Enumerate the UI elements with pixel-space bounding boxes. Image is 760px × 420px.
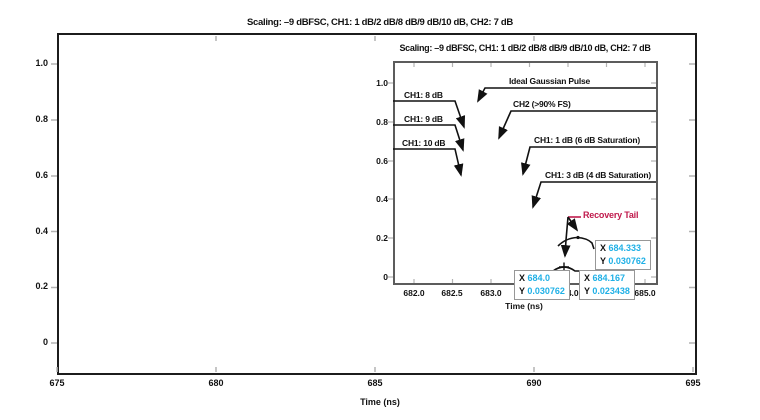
main-ytick-0.6: 0.6 xyxy=(35,170,48,180)
datatip-684-0[interactable]: X 684.0 Y 0.030762 xyxy=(514,270,570,300)
main-xtick-685: 685 xyxy=(367,378,383,388)
datatip-y-value: 0.030762 xyxy=(608,256,646,266)
datatip-x-label: X xyxy=(600,243,607,253)
datatip-y-label: Y xyxy=(519,286,525,296)
annotation-ch1-8db: CH1: 8 dB xyxy=(404,90,443,100)
inset-xtick-682.0: 682.0 xyxy=(403,288,425,298)
datatip-x-value: 684.167 xyxy=(592,273,626,283)
datatip-y-value: 0.030762 xyxy=(527,286,565,296)
main-xaxis-label: Time (ns) xyxy=(360,397,400,407)
main-xtick-690: 690 xyxy=(526,378,542,388)
datatip-x-value: 684.0 xyxy=(527,273,551,283)
datatip-y-value: 0.023438 xyxy=(592,286,630,296)
inset-xtick-683.0: 683.0 xyxy=(480,288,502,298)
inset-xaxis-label: Time (ns) xyxy=(505,301,543,311)
datatip-x-label: X xyxy=(584,273,591,283)
annotation-ch1-9db: CH1: 9 dB xyxy=(404,114,443,124)
main-ytick-0: 0 xyxy=(42,337,48,347)
inset-ytick-0.6: 0.6 xyxy=(376,156,388,166)
annotation-ch1-3db-saturation: CH1: 3 dB (4 dB Saturation) xyxy=(545,170,652,180)
main-ytick-1.0: 1.0 xyxy=(35,58,48,68)
inset-xtick-685.0: 685.0 xyxy=(634,288,656,298)
datatip-y-label: Y xyxy=(584,286,590,296)
main-ytick-0.8: 0.8 xyxy=(35,114,48,124)
main-ytick-0.2: 0.2 xyxy=(35,281,48,291)
main-xtick-695: 695 xyxy=(685,378,701,388)
inset-ytick-0: 0 xyxy=(383,272,388,282)
main-xtick-680: 680 xyxy=(208,378,224,388)
annotation-ideal-gaussian-pulse: Ideal Gaussian Pulse xyxy=(509,76,591,86)
annotation-recovery-tail: Recovery Tail xyxy=(583,210,639,220)
inset-ytick-0.4: 0.4 xyxy=(376,194,388,204)
datatip-x-label: X xyxy=(519,273,526,283)
inset-ytick-0.2: 0.2 xyxy=(376,233,388,243)
annotation-ch2-90fs: CH2 (>90% FS) xyxy=(513,99,571,109)
datatip-y-label: Y xyxy=(600,256,606,266)
inset-chart-title: Scaling: –9 dBFSC, CH1: 1 dB/2 dB/8 dB/9… xyxy=(399,43,651,53)
annotation-ch1-10db: CH1: 10 dB xyxy=(402,138,446,148)
main-xtick-675: 675 xyxy=(49,378,65,388)
inset-ytick-1.0: 1.0 xyxy=(376,78,388,88)
inset-xtick-682.5: 682.5 xyxy=(441,288,463,298)
datatip-684-167[interactable]: X 684.167 Y 0.023438 xyxy=(579,270,635,300)
datatip-684-333[interactable]: X 684.333 Y 0.030762 xyxy=(595,240,651,270)
inset-ytick-0.8: 0.8 xyxy=(376,117,388,127)
main-ytick-0.4: 0.4 xyxy=(35,226,48,236)
datatip-x-value: 684.333 xyxy=(608,243,642,253)
annotation-ch1-1db-saturation: CH1: 1 dB (6 dB Saturation) xyxy=(534,135,641,145)
main-chart-title: Scaling: –9 dBFSC, CH1: 1 dB/2 dB/8 dB/9… xyxy=(247,17,513,28)
